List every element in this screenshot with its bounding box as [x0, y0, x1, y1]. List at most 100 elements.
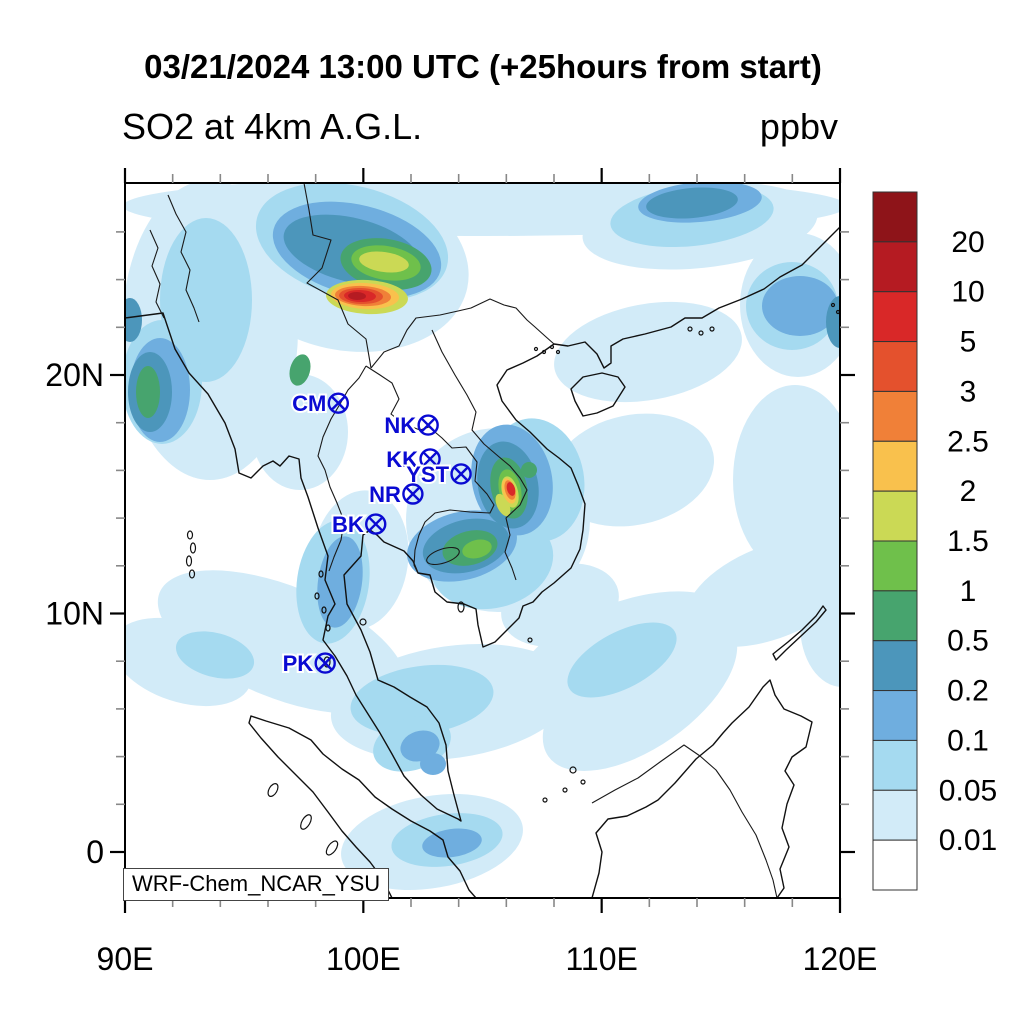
station-PK: PK: [281, 649, 336, 678]
map-graphic: [567, 622, 677, 698]
map-graphic: [762, 276, 838, 336]
map-graphic: [175, 631, 255, 679]
map-graphic: [420, 753, 446, 775]
map-graphic: [167, 194, 200, 323]
colorbar-cell-7: [872, 540, 918, 592]
colorbar-label-0.2: 0.2: [947, 675, 989, 708]
station-label-KK: KK: [386, 447, 418, 472]
station-YST: YST: [404, 460, 472, 489]
colorbar-cell-8: [872, 590, 918, 642]
map-graphic: [317, 365, 367, 572]
colorbar-cell-13: [872, 839, 918, 891]
station-marker-icon: [402, 483, 424, 505]
colorbar-cell-1: [872, 241, 918, 293]
map-graphic: [698, 330, 704, 336]
map-graphic: [591, 744, 778, 898]
y-tick-label-10N: 10N: [45, 596, 104, 632]
colorbar-label-1: 1: [960, 575, 977, 608]
map-graphic: [325, 840, 339, 856]
y-tick-label-20N: 20N: [45, 357, 104, 393]
contour-field: [125, 183, 840, 891]
station-label-CM: CM: [292, 391, 326, 416]
colorbar-label-2: 2: [960, 475, 977, 508]
map-graphic: [189, 542, 197, 554]
map-graphic: [800, 563, 840, 687]
map-graphic: [533, 346, 539, 352]
map-graphic: [646, 187, 738, 219]
station-label-BK: BK: [332, 512, 364, 537]
station-NR: NR: [367, 480, 424, 509]
y-tick-label-0: 0: [86, 834, 104, 870]
map-graphic: [318, 570, 324, 578]
map-graphic: [317, 655, 333, 671]
map-graphic: [422, 451, 438, 467]
coast-hainan: [570, 372, 626, 417]
map-graphic: [569, 766, 577, 774]
colorbar-label-2.5: 2.5: [947, 425, 989, 458]
colorbar-cell-4: [872, 390, 918, 442]
map-graphic: [733, 385, 840, 575]
map-graphic: [370, 298, 555, 369]
colorbar-cell-5: [872, 440, 918, 492]
map-graphic: [188, 569, 196, 579]
map-graphic: [562, 787, 568, 793]
map-graphic: [405, 486, 421, 502]
units-label: ppbv: [759, 106, 838, 147]
map-graphic: [521, 462, 537, 478]
map-graphic: [365, 365, 495, 574]
map-graphic: [149, 229, 165, 319]
colorbar-cell-10: [872, 690, 918, 741]
colorbar-label-0.1: 0.1: [947, 724, 989, 757]
map-graphic: [709, 326, 715, 332]
country-borders: [149, 183, 778, 898]
map-graphic: [359, 251, 409, 273]
station-NK: NK: [382, 411, 439, 440]
map-graphic: [348, 291, 366, 301]
colorbar-label-0.01: 0.01: [939, 824, 997, 857]
map-graphic: [186, 530, 194, 540]
colorbar-cell-6: [872, 490, 918, 542]
station-label-YST: YST: [406, 462, 449, 487]
colorbar-label-1.5: 1.5: [947, 525, 989, 558]
station-marker-icon: [365, 513, 387, 535]
coast-borneo: [591, 679, 813, 898]
map-graphic: [542, 613, 738, 771]
station-marker-icon: [450, 463, 472, 485]
map-graphic: [549, 344, 555, 350]
figure-title: 03/21/2024 13:00 UTC (+25hours from star…: [144, 48, 822, 85]
map-graphic: [555, 349, 561, 355]
x-tick-label-110E: 110E: [565, 941, 637, 977]
axis-ticks: [110, 168, 855, 913]
x-tick-label-90E: 90E: [97, 941, 154, 977]
map-graphic: [506, 482, 516, 496]
map-graphic: [289, 354, 311, 386]
colorbar-label-3: 3: [960, 375, 977, 408]
map-graphic: [300, 814, 312, 830]
colorbar-cell-9: [872, 640, 918, 692]
map-graphic: [687, 326, 693, 332]
colorbar-label-20: 20: [951, 226, 984, 259]
map-graphic: [314, 592, 320, 600]
map-graphic: [317, 536, 363, 628]
map-graphic: [348, 291, 366, 301]
map-graphic: [185, 555, 193, 567]
colorbar-label-0.5: 0.5: [947, 625, 989, 658]
axis-labels: 90E 100E 110E 120E 0 10N 20N: [45, 357, 877, 977]
station-BK: BK: [330, 510, 387, 539]
map-graphic: [826, 296, 840, 348]
colorbar: 20 10 5 3 2.5 2 1.5 1 0.5 0.2 0.1 0.05 0.01: [872, 191, 997, 891]
map-graphic: [330, 395, 346, 411]
coast-sumatra: [248, 715, 477, 898]
colorbar-cell-11: [872, 739, 918, 791]
x-tick-label-120E: 120E: [803, 941, 878, 977]
colorbar-label-5: 5: [960, 326, 977, 359]
map-graphic: [359, 618, 367, 626]
map-graphic: [527, 637, 533, 643]
colorbar-cell-2: [872, 291, 918, 343]
map-graphic: [157, 570, 407, 714]
station-marker-icon: [314, 652, 336, 674]
station-marker-icon: [417, 414, 439, 436]
variable-subtitle: SO2 at 4km A.G.L.: [122, 106, 423, 147]
station-label-NR: NR: [369, 482, 401, 507]
